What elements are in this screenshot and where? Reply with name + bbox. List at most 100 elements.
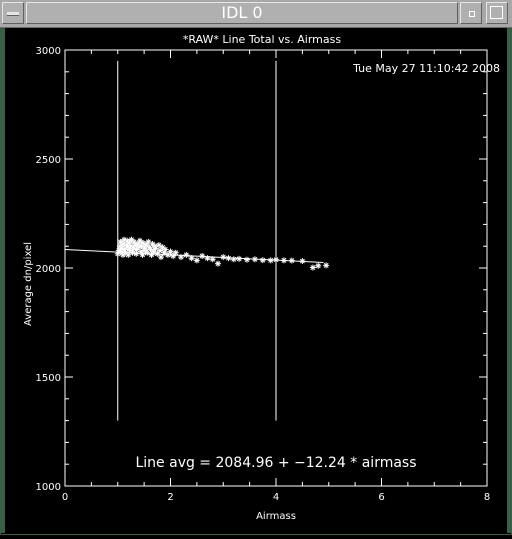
timestamp-label: Tue May 27 11:10:42 2008 [352, 62, 500, 75]
data-point-stroke [156, 242, 162, 248]
data-point [136, 237, 143, 244]
data-point-stroke [244, 257, 250, 263]
data-point-stroke [226, 255, 231, 261]
data-point-stroke [310, 265, 316, 271]
data-point-stroke [162, 247, 168, 252]
data-point-stroke [252, 256, 258, 262]
data-point [220, 254, 227, 261]
data-point [230, 256, 237, 263]
data-point-stroke [121, 237, 127, 243]
x-tick-label: 6 [378, 492, 384, 503]
window-title-bar[interactable]: IDL 0 [0, 0, 512, 28]
data-point-stroke [281, 257, 287, 263]
data-point [188, 255, 195, 262]
data-point-stroke [260, 257, 266, 263]
data-point-stroke [210, 256, 216, 262]
data-point [147, 246, 154, 253]
data-point-stroke [131, 239, 137, 245]
scatter-chart: *RAW* Line Total vs. Airmass Tue May 27 … [23, 33, 500, 522]
data-point-stroke [236, 256, 242, 262]
maximize-button[interactable] [486, 2, 508, 24]
y-tick-label: 2500 [36, 155, 61, 166]
y-tick-label: 1000 [36, 482, 61, 493]
data-point-stroke [117, 243, 123, 249]
data-point [172, 249, 179, 256]
data-point [236, 255, 243, 262]
data-point [162, 246, 169, 253]
data-point [209, 256, 216, 263]
data-point-stroke [160, 244, 166, 250]
data-point-stroke [189, 255, 195, 261]
data-point [133, 250, 140, 257]
window-title: IDL 0 [26, 2, 458, 24]
data-point [158, 254, 165, 261]
minimize-button[interactable] [460, 2, 482, 24]
y-tick-label: 2000 [36, 264, 61, 275]
plot-area: *RAW* Line Total vs. Airmass Tue May 27 … [5, 28, 507, 535]
fit-line [64, 248, 324, 264]
data-point-stroke [204, 255, 210, 261]
data-point [251, 256, 258, 263]
data-point [178, 254, 185, 261]
data-point-stroke [140, 252, 145, 258]
data-point [288, 257, 295, 264]
window-border-left [0, 28, 5, 533]
x-tick-label: 2 [167, 492, 173, 503]
data-point-stroke [289, 258, 295, 264]
axes-group: 0 2 4 6 8 1000 1500 2000 2500 3000 [36, 46, 491, 503]
data-point [139, 251, 146, 258]
data-point [145, 238, 152, 245]
data-point-stroke [268, 257, 274, 263]
data-point-stroke [143, 242, 149, 248]
x-tick-label: 0 [62, 492, 68, 503]
data-point-stroke [148, 247, 153, 252]
data-point-stroke [145, 239, 151, 245]
data-point-stroke [133, 251, 139, 257]
data-point-stroke [117, 239, 123, 245]
fit-equation-label: Line avg = 2084.96 + −12.24 * airmass [135, 455, 416, 471]
data-point [259, 257, 266, 264]
data-point-stroke [168, 249, 173, 255]
data-point-stroke [137, 238, 143, 244]
data-point-stroke [150, 241, 156, 247]
data-point [225, 255, 232, 262]
data-point [127, 243, 134, 250]
data-point-stroke [183, 252, 189, 258]
data-point [273, 256, 279, 263]
data-point-stroke [123, 250, 129, 256]
y-tick-label: 3000 [36, 46, 61, 57]
maximize-icon [490, 6, 503, 19]
data-point-stroke [151, 249, 157, 255]
y-axis-label: Average dn/pixel [23, 242, 34, 326]
window-menu-button[interactable] [2, 2, 24, 24]
data-point [280, 257, 287, 264]
window-border-right [507, 28, 512, 533]
data-point-stroke [173, 250, 179, 256]
data-point-stroke [299, 258, 305, 264]
data-point-stroke [126, 240, 132, 246]
data-point [193, 257, 200, 264]
data-point [309, 264, 316, 271]
data-point-stroke [142, 248, 148, 254]
chart-title: *RAW* Line Total vs. Airmass [183, 33, 341, 46]
window-menu-icon [7, 12, 19, 16]
x-tick-label: 8 [484, 492, 490, 503]
minimize-icon [469, 11, 475, 17]
data-point-stroke [178, 254, 184, 260]
x-tick-label: 4 [273, 492, 279, 503]
data-point [243, 256, 250, 263]
data-point [315, 262, 322, 269]
data-point-stroke [129, 237, 134, 243]
data-point-stroke [194, 257, 200, 263]
data-point-stroke [135, 241, 141, 247]
data-point-stroke [149, 252, 154, 258]
data-point-stroke [199, 253, 205, 259]
data-point [299, 258, 306, 265]
data-point [155, 242, 162, 249]
data-point-stroke [231, 256, 237, 262]
data-point [199, 253, 206, 260]
data-point-stroke [141, 245, 147, 251]
y-tick-label: 1500 [36, 373, 61, 384]
data-point [214, 260, 221, 267]
data-point [204, 255, 211, 262]
